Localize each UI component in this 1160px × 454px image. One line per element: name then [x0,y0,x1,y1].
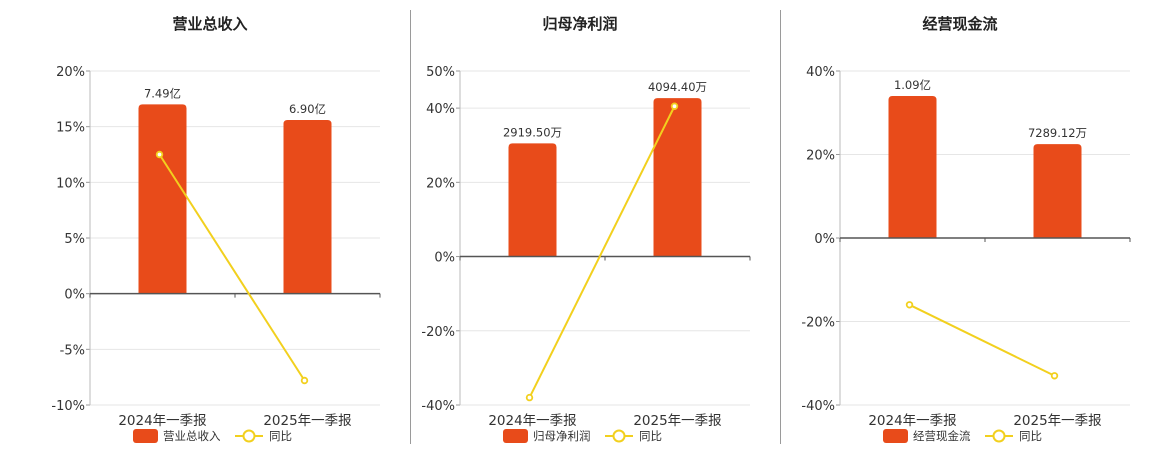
bar [283,119,332,294]
yoy-line [909,303,1055,377]
bar [138,104,187,294]
legend-bar-swatch [503,429,528,443]
x-tick-label: 2024年一季报 [488,413,576,429]
yoy-point [670,102,679,110]
y-tick-label: -40% [421,399,455,414]
yoy-point [155,150,164,159]
bar-value-label: 7289.12万 [1028,126,1087,140]
y-tick-label: 0% [814,232,835,247]
legend-bar-label: 归母净利润 [533,429,591,443]
legend-bar-label: 营业总收入 [163,429,221,443]
panel-divider [410,10,411,444]
y-tick-label: 5% [64,232,85,247]
x-tick-label: 2024年一季报 [868,413,956,429]
bar [888,96,937,238]
yoy-line [528,105,676,399]
y-tick-label: -40% [801,399,835,414]
yoy-point [1050,372,1059,380]
y-tick-label: 15% [56,121,85,136]
chart-title: 营业总收入 [172,15,247,33]
y-tick-label: 0% [64,288,85,303]
y-tick-label: 20% [426,176,455,191]
x-tick-label: 2024年一季报 [118,413,206,429]
bar-value-label: 1.09亿 [894,78,931,92]
y-tick-label: 10% [56,176,85,191]
legend-bar-swatch [883,429,908,443]
y-tick-label: -20% [801,316,835,331]
y-tick-label: -5% [60,343,85,358]
bar-value-label: 7.49亿 [144,86,181,100]
yoy-point [300,376,309,385]
y-tick-label: 0% [434,251,455,266]
bar [1033,144,1082,238]
chart-title: 归母净利润 [542,15,617,33]
y-tick-label: 40% [806,65,835,80]
yoy-line [158,153,306,382]
y-tick-label: -20% [421,325,455,340]
x-tick-label: 2025年一季报 [633,413,721,429]
legend-bar-label: 经营现金流 [913,429,971,443]
legend-bar-swatch [133,429,158,443]
y-tick-label: 20% [56,65,85,80]
y-tick-label: -10% [51,399,85,414]
y-tick-label: 50% [426,65,455,80]
bar-value-label: 4094.40万 [648,80,707,94]
panel-divider [780,10,781,444]
y-tick-label: 20% [806,149,835,164]
legend-line-marker [612,429,626,443]
x-tick-label: 2025年一季报 [1013,413,1101,429]
legend-line-label: 同比 [269,429,292,443]
bar [508,143,557,257]
bar [653,98,702,257]
bar-value-label: 6.90亿 [289,102,326,116]
y-tick-label: 40% [426,102,455,117]
yoy-point [905,301,914,309]
legend-line-marker [992,429,1006,443]
x-tick-label: 2025年一季报 [263,413,351,429]
legend-line-label: 同比 [1019,429,1042,443]
chart-title: 经营现金流 [922,15,997,33]
legend-line-marker [242,429,256,443]
yoy-point [525,393,534,402]
bar-value-label: 2919.50万 [503,125,562,139]
legend-line-label: 同比 [639,429,662,443]
